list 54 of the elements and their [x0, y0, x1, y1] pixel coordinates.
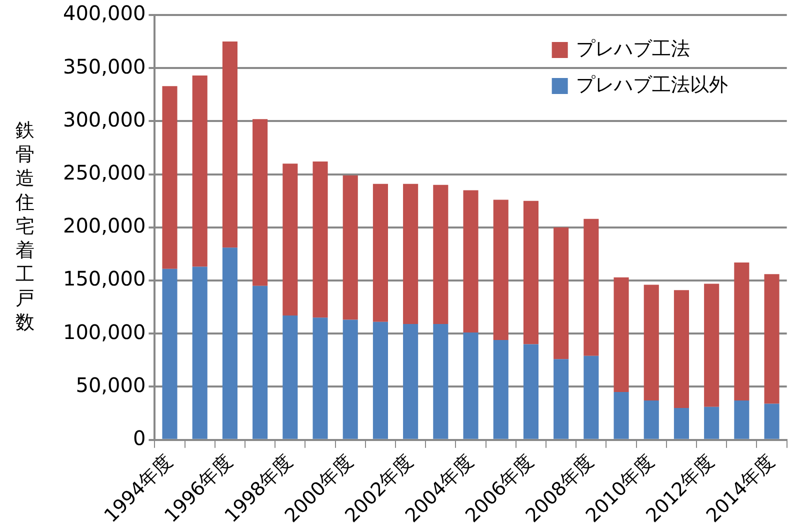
bar	[614, 277, 629, 392]
y-tick-label: 400,000	[62, 1, 146, 26]
text: 鉄骨造住宅着工戸数	[16, 119, 34, 334]
y-tick-label: 50,000	[76, 372, 146, 397]
bar	[674, 290, 690, 408]
bar	[493, 200, 508, 340]
bar	[523, 344, 538, 439]
y-tick-label: 0	[132, 426, 146, 450]
bar	[372, 184, 388, 322]
y-tick-label: 350,000	[62, 54, 146, 78]
bar	[342, 320, 358, 439]
bar	[162, 86, 178, 269]
bar	[734, 400, 750, 439]
legend-label: プレハブ工法	[576, 38, 690, 60]
bar	[734, 262, 750, 401]
bar	[403, 324, 418, 439]
bar	[282, 316, 298, 439]
bar	[222, 42, 238, 248]
y-tick-label: 300,000	[62, 107, 146, 132]
bar	[584, 356, 599, 439]
bar	[282, 164, 298, 316]
y-tick-label: 250,000	[62, 160, 146, 185]
y-tick-label: 200,000	[62, 214, 146, 238]
bar	[764, 274, 780, 404]
bar	[554, 227, 569, 360]
bar	[222, 248, 238, 439]
y-tick-label: 100,000	[62, 320, 146, 344]
bar	[403, 184, 418, 324]
bar	[674, 408, 690, 439]
bar	[342, 175, 358, 320]
y-tick-label: 150,000	[62, 266, 146, 291]
bar	[644, 284, 659, 401]
bar	[554, 359, 569, 439]
bar	[644, 400, 659, 439]
bar	[252, 119, 268, 286]
bar	[704, 406, 720, 439]
bar	[192, 266, 208, 439]
bar	[312, 318, 328, 439]
bar	[463, 332, 478, 439]
bar	[584, 218, 599, 356]
bar	[433, 324, 448, 439]
bar	[704, 284, 720, 407]
bar	[614, 392, 629, 439]
bar	[523, 200, 538, 344]
bar	[192, 76, 208, 267]
bar	[162, 268, 178, 439]
bar	[433, 184, 448, 324]
bar	[312, 162, 328, 318]
bar	[252, 286, 268, 439]
bar	[764, 404, 780, 439]
legend-label: プレハブ工法以外	[576, 74, 728, 96]
bar	[372, 322, 388, 439]
bar	[493, 340, 508, 439]
bar	[463, 190, 478, 333]
